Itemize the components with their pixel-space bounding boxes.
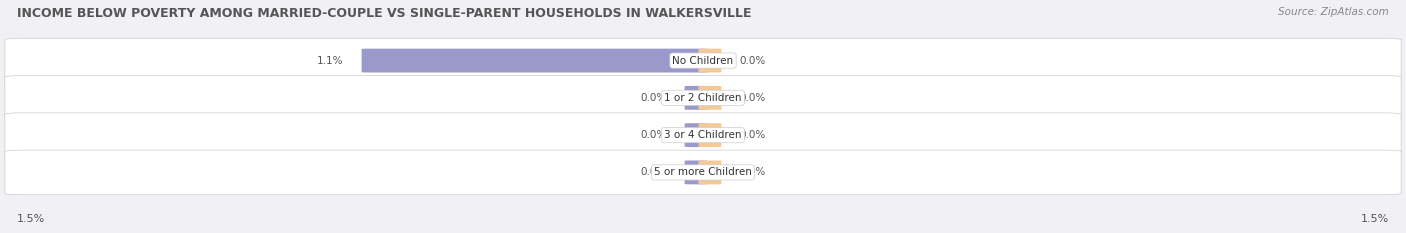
FancyBboxPatch shape	[685, 123, 707, 147]
Text: Source: ZipAtlas.com: Source: ZipAtlas.com	[1278, 7, 1389, 17]
FancyBboxPatch shape	[4, 75, 1402, 120]
Text: 0.0%: 0.0%	[740, 56, 766, 65]
FancyBboxPatch shape	[699, 161, 721, 184]
FancyBboxPatch shape	[699, 49, 721, 72]
Text: 3 or 4 Children: 3 or 4 Children	[664, 130, 742, 140]
FancyBboxPatch shape	[699, 123, 721, 147]
Text: 5 or more Children: 5 or more Children	[654, 168, 752, 177]
Text: 1 or 2 Children: 1 or 2 Children	[664, 93, 742, 103]
Text: 0.0%: 0.0%	[640, 130, 666, 140]
Text: 0.0%: 0.0%	[740, 130, 766, 140]
Text: 1.5%: 1.5%	[17, 214, 45, 224]
Text: 0.0%: 0.0%	[740, 93, 766, 103]
FancyBboxPatch shape	[699, 86, 721, 110]
Text: 0.0%: 0.0%	[640, 168, 666, 177]
Text: 1.5%: 1.5%	[1361, 214, 1389, 224]
Text: 0.0%: 0.0%	[740, 168, 766, 177]
FancyBboxPatch shape	[685, 86, 707, 110]
Text: No Children: No Children	[672, 56, 734, 65]
FancyBboxPatch shape	[4, 38, 1402, 83]
Text: 0.0%: 0.0%	[640, 93, 666, 103]
FancyBboxPatch shape	[4, 113, 1402, 158]
FancyBboxPatch shape	[685, 161, 707, 184]
FancyBboxPatch shape	[4, 150, 1402, 195]
Text: INCOME BELOW POVERTY AMONG MARRIED-COUPLE VS SINGLE-PARENT HOUSEHOLDS IN WALKERS: INCOME BELOW POVERTY AMONG MARRIED-COUPL…	[17, 7, 751, 20]
Text: 1.1%: 1.1%	[316, 56, 343, 65]
FancyBboxPatch shape	[361, 49, 707, 72]
